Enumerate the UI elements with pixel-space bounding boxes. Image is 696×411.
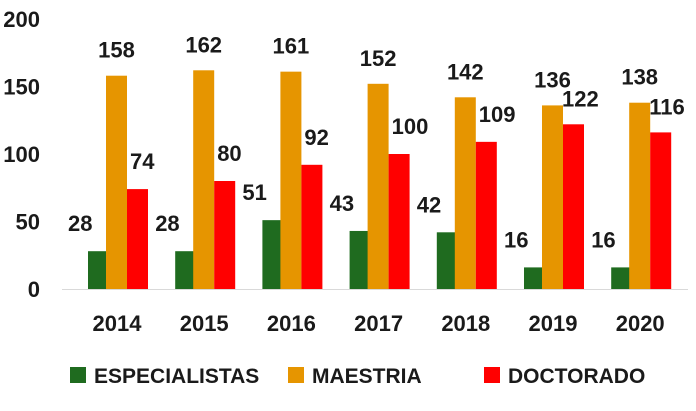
data-label: 92	[304, 125, 328, 150]
legend-swatch	[70, 367, 86, 383]
legend-swatch	[484, 367, 500, 383]
data-label: 42	[417, 192, 441, 217]
legend-label: ESPECIALISTAS	[94, 365, 259, 388]
bar	[436, 232, 458, 289]
data-label: 136	[534, 67, 571, 92]
y-tick-label: 100	[3, 142, 40, 167]
y-tick-label: 200	[3, 7, 40, 32]
data-label: 138	[621, 65, 658, 90]
axes: 0 50 100 150 200 2014 2015 2016 2017 2018 2019 2020	[3, 7, 688, 336]
x-tick-label: 2016	[267, 311, 316, 336]
data-label: 16	[504, 227, 528, 252]
legend-label: DOCTORADO	[508, 365, 645, 388]
data-label: 161	[273, 34, 310, 59]
bar	[262, 220, 284, 289]
bar	[388, 154, 410, 289]
data-label: 28	[68, 211, 92, 236]
legend: ESPECIALISTAS MAESTRIA DOCTORADO	[70, 365, 645, 388]
x-tick-label: 2015	[180, 311, 229, 336]
bar	[280, 71, 302, 290]
bar	[475, 141, 497, 289]
data-label: 116	[649, 94, 685, 119]
bar	[193, 70, 215, 289]
bar	[524, 267, 545, 289]
bar	[175, 251, 197, 289]
data-label: 51	[242, 180, 266, 205]
bar	[127, 189, 148, 289]
data-label: 28	[155, 211, 179, 236]
bar	[367, 83, 389, 289]
x-tick-label: 2018	[441, 311, 490, 336]
x-tick-label: 2020	[616, 311, 665, 336]
bar	[542, 105, 563, 290]
x-tick-label: 2017	[354, 311, 403, 336]
bar	[349, 230, 371, 289]
data-label: 158	[98, 38, 135, 63]
y-tick-label: 50	[16, 210, 40, 235]
bars	[88, 70, 672, 290]
data-label: 100	[392, 114, 429, 139]
data-label: 122	[562, 86, 599, 111]
bar	[629, 102, 651, 289]
legend-swatch	[288, 367, 304, 383]
data-label: 142	[447, 59, 484, 84]
bar	[214, 181, 236, 289]
data-label: 16	[591, 227, 615, 252]
data-label: 43	[330, 191, 354, 216]
bar	[650, 132, 672, 289]
x-tick-label: 2019	[529, 311, 578, 336]
bar	[301, 164, 323, 289]
y-tick-label: 0	[28, 277, 40, 302]
data-label: 74	[130, 149, 155, 174]
bar	[454, 97, 476, 289]
bar	[611, 267, 633, 289]
bar	[106, 75, 127, 289]
data-label: 80	[217, 141, 241, 166]
data-label: 162	[185, 32, 222, 57]
x-tick-label: 2014	[93, 311, 143, 336]
y-tick-label: 150	[3, 75, 40, 100]
data-labels: 28 28 51 43 42 16 16 158 162 161 152 142 136 138 74 80 9…	[68, 32, 685, 252]
data-label: 109	[479, 102, 516, 127]
legend-label: MAESTRIA	[312, 365, 422, 388]
bar	[563, 124, 584, 289]
bar	[88, 251, 109, 289]
data-label: 152	[360, 46, 397, 71]
